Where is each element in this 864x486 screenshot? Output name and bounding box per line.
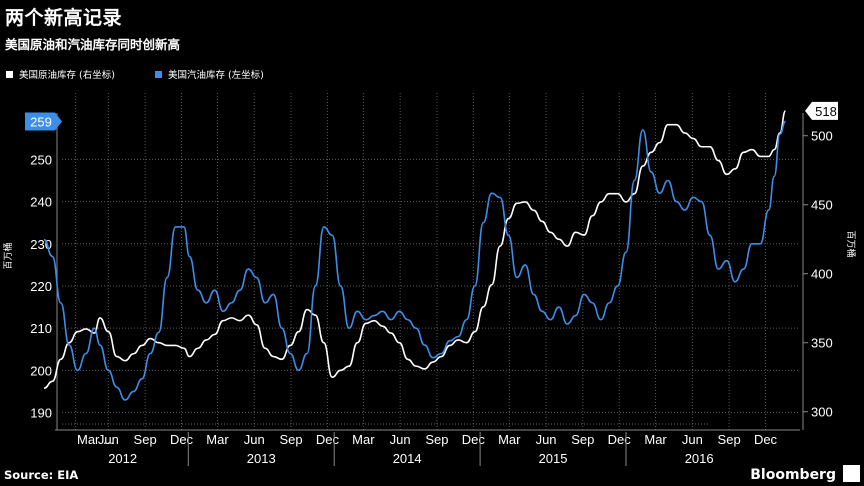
left-tick-label: 230	[30, 237, 52, 252]
x-tick-label: Jun	[536, 432, 557, 447]
right-tick-label: 350	[811, 336, 833, 351]
gasoline-line	[43, 120, 786, 401]
x-tick-label: Sep	[425, 432, 448, 447]
x-tick-label: Dec	[170, 432, 194, 447]
x-year-label: 2012	[108, 451, 137, 466]
right-tick-label: 400	[811, 267, 833, 282]
legend-item-gasoline: 美国汽油库存 (左坐标)	[154, 67, 264, 81]
x-tick-label: Jun	[682, 432, 703, 447]
x-tick-label: Dec	[608, 432, 632, 447]
x-tick-label: Mar	[644, 432, 667, 447]
left-tick-label: 210	[30, 321, 52, 336]
x-tick-label: Jun	[244, 432, 265, 447]
x-tick-label: Dec	[754, 432, 778, 447]
left-tick-label: 250	[30, 152, 52, 167]
right-tick-label: 500	[811, 129, 833, 144]
legend-label-gasoline: 美国汽油库存 (左坐标)	[167, 70, 264, 81]
right-axis: 300 350 400 450 500	[802, 113, 833, 430]
x-tick-label: Mar	[498, 432, 521, 447]
left-tick-label: 240	[30, 195, 52, 210]
source-note: Source: EIA	[4, 468, 79, 482]
right-tick-label: 300	[811, 405, 833, 420]
x-tick-label: Jun	[390, 432, 411, 447]
left-axis: 190 200 210 220 230 240 250	[30, 113, 58, 430]
legend: 美国原油库存 (右坐标) 美国汽油库存 (左坐标)	[6, 67, 304, 81]
x-tick-label: Jun	[98, 432, 119, 447]
gridlines	[62, 93, 800, 430]
right-axis-label: 百万桶	[845, 230, 857, 257]
x-tick-label: Sep	[718, 432, 741, 447]
end-labels: 518 259	[25, 101, 838, 131]
x-tick-label: Mar	[352, 432, 375, 447]
x-tick-label: Sep	[571, 432, 594, 447]
legend-swatch-crude	[6, 70, 13, 78]
x-tick-label: Mar ...	[77, 432, 114, 447]
bloomberg-app-icon	[843, 465, 860, 482]
chart-title: 两个新高记录	[5, 7, 123, 29]
x-axis: Mar ...Jun Sep Dec Mar Jun Sep Dec Mar Jun Sep Dec…	[77, 432, 778, 466]
gasoline-end-label: 259	[30, 114, 52, 129]
x-year-label: 2014	[393, 451, 422, 466]
crude-end-label-tag	[805, 101, 838, 120]
left-tick-label: 200	[30, 363, 52, 378]
chart-subtitle: 美国原油和汽油库存同时创新高	[5, 37, 181, 52]
right-tick-label: 450	[811, 198, 833, 213]
x-year-label: 2013	[247, 451, 276, 466]
series-layer	[43, 110, 787, 401]
left-tick-label: 190	[30, 406, 52, 421]
legend-swatch-gasoline	[154, 70, 162, 78]
x-tick-label: Sep	[134, 432, 157, 447]
gasoline-end-label-tag	[25, 112, 62, 131]
left-axis-label: 百万桶	[2, 242, 14, 269]
crude-end-label: 518	[815, 104, 837, 119]
legend-label-crude: 美国原油库存 (右坐标)	[19, 70, 115, 81]
x-tick-label: Mar	[206, 432, 229, 447]
bloomberg-logo: Bloomberg	[750, 467, 836, 483]
left-tick-label: 220	[30, 279, 52, 294]
crude-oil-line	[43, 110, 787, 390]
x-tick-label: Sep	[279, 432, 302, 447]
x-year-label: 2016	[685, 451, 714, 466]
x-tick-label: Dec	[462, 432, 486, 447]
x-year-label: 2015	[539, 451, 568, 466]
x-tick-label: Dec	[316, 432, 340, 447]
legend-item-crude: 美国原油库存 (右坐标)	[6, 67, 115, 81]
